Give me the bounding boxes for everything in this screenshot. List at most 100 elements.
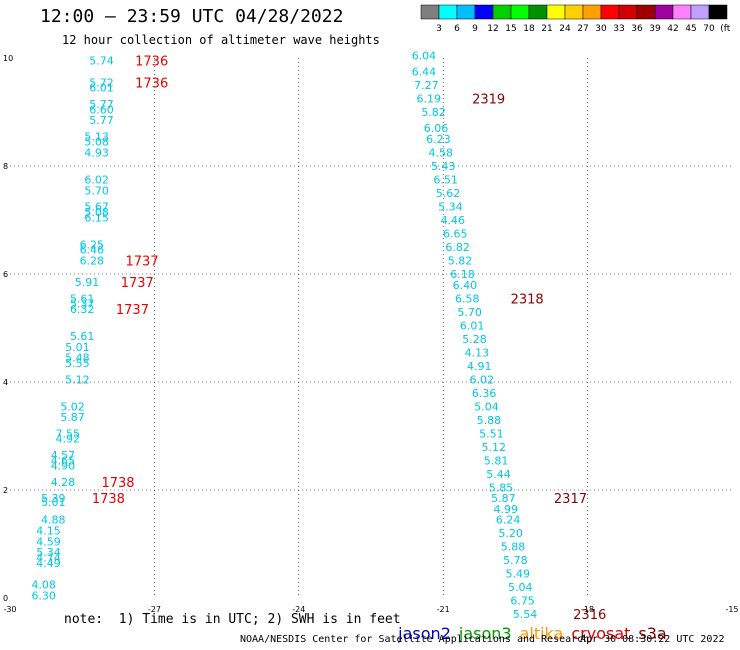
pass-time-label: 1737 <box>126 255 159 270</box>
wave-height-label: 5.81 <box>484 454 509 467</box>
x-tick-label: -18 <box>581 605 594 614</box>
footer-credit: NOAA/NESDIS Center for Satellite Applica… <box>240 634 590 645</box>
wave-height-label: 5.44 <box>486 468 511 481</box>
wave-height-label: 4.91 <box>467 360 492 373</box>
wave-height-label: 4.74 <box>36 552 61 565</box>
wave-height-label: 6.58 <box>455 292 480 305</box>
sat-jason2: jason2 <box>398 624 451 643</box>
wave-height-label: 6.02 <box>469 373 494 386</box>
wave-height-label: 6.01 <box>460 319 485 332</box>
wave-height-label: 5.04 <box>508 581 533 594</box>
wave-height-label: 5.88 <box>501 541 526 554</box>
wave-height-label: 5.12 <box>481 441 506 454</box>
wave-height-label: 4.15 <box>36 525 61 538</box>
pass-time-label: 1737 <box>116 303 149 318</box>
wave-height-label: 5.67 <box>84 201 109 214</box>
wave-height-label: 4.88 <box>41 514 66 527</box>
wave-height-label: 5.85 <box>489 481 514 494</box>
wave-height-label: 5.77 <box>89 98 114 111</box>
footer-note: note: 1) Time is in UTC; 2) SWH is in fe… <box>64 612 401 627</box>
pass-time-label: 1738 <box>101 476 134 491</box>
wave-height-label: 4.90 <box>51 460 76 473</box>
wave-height-label: 6.36 <box>472 387 497 400</box>
wave-height-label: 6.44 <box>412 66 437 79</box>
legend-label: 21 <box>541 24 552 34</box>
wave-height-label: 5.37 <box>70 298 95 311</box>
wave-height-label: 5.55 <box>65 357 90 370</box>
wave-height-label: 4.46 <box>441 214 466 227</box>
wave-height-label: 5.72 <box>89 76 114 89</box>
wave-height-label: 5.12 <box>65 373 90 386</box>
wave-height-label: 5.34 <box>36 546 61 559</box>
wave-height-label: 4.58 <box>429 147 454 160</box>
legend-label: 12 <box>487 24 498 34</box>
legend-label: 45 <box>685 24 696 34</box>
wave-height-label: 5.39 <box>41 492 66 505</box>
wave-height-label: 5.02 <box>60 400 85 413</box>
wave-height-label: 5.13 <box>84 130 109 143</box>
wave-height-label: 6.60 <box>89 103 114 116</box>
wave-height-label: 6.40 <box>453 279 478 292</box>
wave-height-label: 6.06 <box>424 122 449 135</box>
y-tick-label: 8 <box>3 162 8 171</box>
wave-height-label: 5.51 <box>479 427 504 440</box>
y-tick-label: 4 <box>3 378 8 387</box>
wave-height-label: 4.49 <box>36 557 61 570</box>
wave-height-label: 6.04 <box>412 49 437 62</box>
wave-height-label: 5.62 <box>436 187 461 200</box>
pass-time-label: 1736 <box>135 76 168 91</box>
pass-time-label: 2318 <box>511 292 544 307</box>
wave-height-label: 6.24 <box>496 514 521 527</box>
x-tick-label: -27 <box>148 605 161 614</box>
y-tick-label: 2 <box>3 486 8 495</box>
wave-height-label: 4.57 <box>51 449 76 462</box>
wave-height-label: 5.82 <box>421 106 446 119</box>
wave-height-label: 5.48 <box>65 352 90 365</box>
wave-height-label: 5.43 <box>431 160 456 173</box>
y-tick-label: 10 <box>3 54 13 63</box>
wave-height-label: 5.87 <box>491 492 516 505</box>
legend-label: 6 <box>454 24 460 34</box>
pass-time-label: 1737 <box>121 276 154 291</box>
wave-height-label: 5.20 <box>498 527 523 540</box>
wave-height-label: 5.88 <box>477 414 502 427</box>
wave-height-label: 5.08 <box>84 136 109 149</box>
wave-height-label: 6.15 <box>84 211 109 224</box>
legend-label: 39 <box>649 24 661 34</box>
x-tick-label: -24 <box>292 605 305 614</box>
chart-subtitle: 12 hour collection of altimeter wave hei… <box>62 33 380 47</box>
wave-height-label: 4.93 <box>84 147 109 160</box>
y-tick-label: 6 <box>3 270 8 279</box>
legend-label: 3 <box>436 24 442 34</box>
wave-height-label: 6.65 <box>443 228 468 241</box>
wave-height-label: 5.74 <box>89 55 114 68</box>
wave-height-label: 6.82 <box>445 241 470 254</box>
wave-height-label: 6.30 <box>31 589 56 602</box>
wave-height-label: 5.78 <box>503 554 528 567</box>
wave-height-label: 5.87 <box>60 411 85 424</box>
legend-label: 70 <box>703 24 715 34</box>
wave-height-label: 5.61 <box>70 292 95 305</box>
wave-height-label: 6.23 <box>426 133 451 146</box>
legend-label: 15 <box>505 24 516 34</box>
wave-height-label: 4.65 <box>51 454 76 467</box>
legend-label: 9 <box>472 24 478 34</box>
wave-height-label: 6.01 <box>89 82 114 95</box>
pass-time-label: 2319 <box>472 93 505 108</box>
legend-label: 18 <box>523 24 535 34</box>
x-tick-label: -21 <box>437 605 450 614</box>
sat-altika: altika <box>519 624 564 643</box>
satellite-legend: jason2 jason3 altika cryosat s3a <box>388 605 675 643</box>
wave-height-label: 5.01 <box>65 341 90 354</box>
sat-s3a: s3a <box>638 624 667 643</box>
wave-height-label: 5.77 <box>89 114 114 127</box>
legend-label: 42 <box>667 24 678 34</box>
wave-height-label: 5.28 <box>462 333 487 346</box>
wave-height-label: 5.34 <box>438 201 463 214</box>
wave-height-label: 6.75 <box>510 595 535 608</box>
sat-cryosat: cryosat <box>571 624 631 643</box>
wave-height-label: 5.61 <box>70 330 95 343</box>
wave-height-label: 6.02 <box>84 174 109 187</box>
pass-time-label: 2316 <box>573 608 606 623</box>
